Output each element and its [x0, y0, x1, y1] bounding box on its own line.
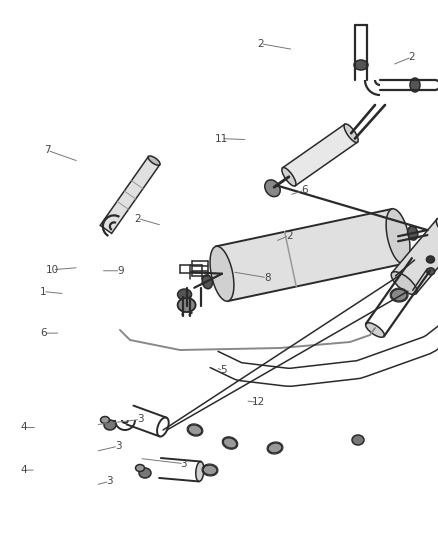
Polygon shape — [100, 157, 160, 233]
Text: 3: 3 — [106, 477, 113, 486]
Text: 4: 4 — [21, 465, 28, 475]
Ellipse shape — [427, 268, 435, 275]
Text: 6: 6 — [301, 185, 308, 195]
Ellipse shape — [203, 465, 217, 475]
Text: 2: 2 — [286, 231, 293, 240]
Ellipse shape — [391, 289, 407, 301]
Ellipse shape — [408, 226, 418, 240]
Ellipse shape — [352, 435, 364, 445]
Text: 3: 3 — [137, 415, 144, 424]
Ellipse shape — [427, 256, 434, 263]
Text: 3: 3 — [115, 441, 122, 451]
Ellipse shape — [410, 78, 420, 92]
Polygon shape — [283, 124, 357, 186]
Ellipse shape — [223, 438, 237, 448]
Ellipse shape — [148, 156, 160, 165]
Text: 10: 10 — [46, 265, 59, 274]
Text: 2: 2 — [408, 52, 415, 62]
Polygon shape — [216, 209, 404, 301]
Ellipse shape — [202, 275, 212, 289]
Ellipse shape — [366, 323, 385, 337]
Ellipse shape — [210, 246, 234, 301]
Ellipse shape — [139, 468, 151, 478]
Ellipse shape — [100, 416, 110, 424]
Polygon shape — [392, 219, 438, 293]
Ellipse shape — [436, 218, 438, 241]
Ellipse shape — [344, 124, 358, 142]
Text: 9: 9 — [117, 266, 124, 276]
Text: 1: 1 — [39, 287, 46, 296]
Ellipse shape — [188, 425, 202, 435]
Ellipse shape — [196, 462, 204, 481]
Text: 6: 6 — [40, 328, 47, 338]
Text: 2: 2 — [257, 39, 264, 49]
Ellipse shape — [386, 209, 410, 264]
Text: 4: 4 — [21, 423, 28, 432]
Ellipse shape — [265, 180, 280, 197]
Text: 11: 11 — [215, 134, 228, 143]
Text: 8: 8 — [264, 273, 271, 282]
Ellipse shape — [354, 60, 368, 70]
Ellipse shape — [135, 464, 145, 472]
Text: 3: 3 — [180, 459, 187, 469]
Text: 2: 2 — [134, 214, 141, 223]
Ellipse shape — [391, 272, 417, 294]
Text: 12: 12 — [252, 398, 265, 407]
Ellipse shape — [177, 298, 196, 312]
Text: 7: 7 — [44, 146, 51, 155]
Text: 5: 5 — [220, 366, 227, 375]
Ellipse shape — [268, 443, 282, 453]
Ellipse shape — [282, 167, 296, 186]
Ellipse shape — [104, 420, 116, 430]
Ellipse shape — [177, 289, 191, 300]
